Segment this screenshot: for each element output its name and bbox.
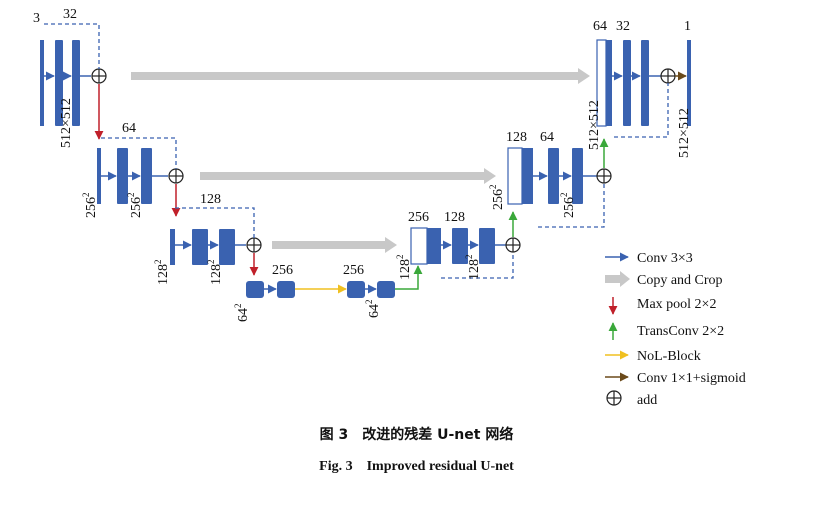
decoder-level-1: 64 32 1 512×512 512×512 xyxy=(587,19,692,158)
size-label: 2562 xyxy=(81,193,99,219)
conv-block xyxy=(623,40,631,126)
size-label: 2562 xyxy=(126,193,144,219)
channels-label: 256 xyxy=(408,210,429,225)
residual-dashed-path xyxy=(44,23,100,69)
upconv-block xyxy=(522,148,533,204)
channels-label: 32 xyxy=(63,7,77,22)
conv-block xyxy=(55,40,63,126)
encoder-level-1: 3 32 512×512 xyxy=(33,7,107,148)
channels-label: 32 xyxy=(616,19,630,34)
decoder-level-3: 256 128 1282 1282 xyxy=(395,210,521,281)
residual-dashed-path xyxy=(614,83,669,138)
channels-label: 64 xyxy=(540,130,554,145)
pooled-block xyxy=(97,148,101,204)
conv-block xyxy=(246,281,264,298)
conv-block xyxy=(192,229,208,265)
conv-block xyxy=(277,281,295,298)
channels-label: 128 xyxy=(506,130,527,145)
channels-label: 256 xyxy=(343,263,364,278)
skip-connections xyxy=(131,68,590,253)
upconv-block xyxy=(427,228,441,264)
copy-crop-arrow xyxy=(272,237,397,253)
add-icon xyxy=(606,390,622,406)
conv-block xyxy=(572,148,583,204)
add-icon xyxy=(168,168,184,184)
add-icon xyxy=(505,237,521,253)
copy-crop-arrow xyxy=(131,68,590,84)
channels-label: 64 xyxy=(593,19,607,34)
output-channels-label: 1 xyxy=(684,19,691,34)
transconv-arrow xyxy=(395,265,423,290)
encoder-level-3: 128 1282 1282 xyxy=(153,192,262,286)
channels-label: 256 xyxy=(272,263,293,278)
residual-dashed-path xyxy=(538,183,605,228)
concat-block xyxy=(507,147,523,205)
legend-label: Copy and Crop xyxy=(637,273,723,288)
size-label: 512×512 xyxy=(677,108,692,158)
size-label: 2562 xyxy=(488,185,506,211)
add-icon xyxy=(660,68,676,84)
conv-block xyxy=(141,148,152,204)
legend-label: Conv 3×3 xyxy=(637,251,693,266)
size-label: 642 xyxy=(233,304,251,323)
channels-label: 64 xyxy=(122,121,136,136)
residual-dashed-path xyxy=(441,252,514,279)
pooled-block xyxy=(170,229,175,265)
conv-block xyxy=(72,40,80,126)
residual-dashed-path xyxy=(101,137,177,169)
conv-block xyxy=(479,228,495,264)
output-layer-block xyxy=(687,40,691,126)
conv-block xyxy=(452,228,468,264)
size-label: 642 xyxy=(364,300,382,319)
upconv-block xyxy=(606,40,612,126)
legend-label: Conv 1×1+sigmoid xyxy=(637,371,746,386)
size-label: 1282 xyxy=(395,255,413,281)
residual-dashed-path xyxy=(175,207,255,238)
legend-label: TransConv 2×2 xyxy=(637,324,724,339)
unet-diagram: 3 32 512×512 64 2562 2562 xyxy=(33,7,746,408)
conv-block xyxy=(548,148,559,204)
size-label: 1282 xyxy=(464,255,482,281)
copy-crop-arrow xyxy=(200,168,496,184)
conv-block xyxy=(219,229,235,265)
size-label: 1282 xyxy=(153,260,171,286)
input-channels-label: 3 xyxy=(33,11,40,26)
copy-crop-arrow-icon xyxy=(605,271,630,287)
conv-block xyxy=(347,281,365,298)
channels-label: 128 xyxy=(200,192,221,207)
legend: Conv 3×3 Copy and Crop Max pool 2×2 Tran… xyxy=(605,251,746,408)
size-label: 1282 xyxy=(206,260,224,286)
figure-caption-chinese: 图 3 改进的残差 U-net 网络 xyxy=(319,427,514,443)
bottleneck: 256 256 642 642 xyxy=(233,263,423,323)
size-label: 2562 xyxy=(559,193,577,219)
legend-label: Max pool 2×2 xyxy=(637,297,716,312)
decoder-level-2: 128 64 2562 2562 xyxy=(488,130,612,228)
figure-caption-english: Fig. 3 Improved residual U-net xyxy=(319,459,514,474)
legend-label: add xyxy=(637,393,657,408)
add-icon xyxy=(91,68,107,84)
conv-block xyxy=(641,40,649,126)
conv-block xyxy=(377,281,395,298)
legend-label: NoL-Block xyxy=(637,349,701,364)
size-label: 512×512 xyxy=(59,98,74,148)
concat-block xyxy=(410,227,428,265)
add-icon xyxy=(246,237,262,253)
encoder-level-2: 64 2562 2562 xyxy=(81,121,184,219)
size-label: 512×512 xyxy=(587,100,602,150)
input-layer-block xyxy=(40,40,44,126)
add-icon xyxy=(596,168,612,184)
channels-label: 128 xyxy=(444,210,465,225)
conv-block xyxy=(117,148,128,204)
